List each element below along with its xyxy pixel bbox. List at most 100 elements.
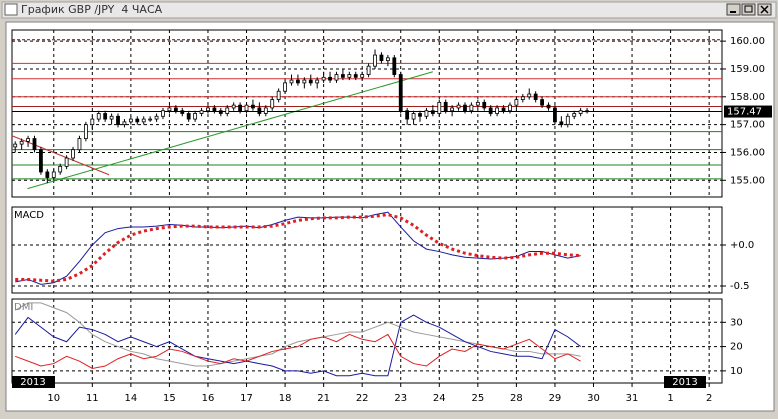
x-tick-label: 1 (667, 393, 673, 404)
candle-body (366, 65, 371, 75)
x-tick-label: 31 (626, 393, 639, 404)
x-tick-label: 23 (394, 393, 407, 404)
x-tick-label: 28 (510, 393, 523, 404)
candle-body (405, 110, 410, 120)
candle-body (173, 107, 178, 112)
candle-body (321, 76, 326, 81)
maximize-button[interactable] (741, 3, 756, 16)
x-tick-label: 11 (86, 393, 99, 404)
candle-body (398, 74, 403, 112)
candle-body (199, 110, 204, 114)
y-tick-label: 156.00 (730, 147, 765, 158)
window-icon (4, 3, 18, 16)
candle-body (141, 118, 146, 123)
x-tick-label: 25 (471, 393, 484, 404)
current-price-label: 157.47 (727, 107, 762, 118)
candle-body (520, 96, 525, 100)
title-bar (1, 1, 777, 19)
year-label: 2013 (20, 377, 45, 388)
candle-body (585, 110, 589, 113)
y-tick-label: 30 (730, 317, 743, 328)
x-tick-label: 17 (240, 393, 253, 404)
candle-body (373, 54, 377, 67)
candle-body (385, 57, 390, 62)
y-tick-label: -0.5 (730, 281, 750, 292)
x-tick-label: 10 (47, 393, 60, 404)
candle-body (418, 113, 422, 117)
candle-body (45, 171, 50, 178)
candle-body (263, 107, 268, 114)
x-tick-label: 22 (356, 393, 369, 404)
candle-body (103, 113, 108, 120)
candle-body (411, 113, 416, 120)
x-tick-label: 2 (706, 393, 712, 404)
x-tick-label: 30 (587, 393, 600, 404)
candle-body (13, 143, 18, 148)
indicator-line (15, 333, 581, 369)
maximize-icon (744, 5, 753, 13)
candle-body (328, 76, 332, 81)
candle-body (58, 165, 63, 173)
candle-body (565, 115, 570, 126)
candle-body (180, 110, 185, 114)
candle-body (251, 104, 255, 109)
x-tick-label: 18 (279, 393, 292, 404)
candle-body (572, 113, 577, 117)
candle-body (225, 107, 230, 114)
candle-body (360, 74, 365, 78)
close-icon (760, 5, 769, 14)
candle-body (341, 74, 345, 78)
y-tick-label: 157.00 (730, 120, 765, 131)
year-box (664, 376, 706, 388)
candle-body (553, 107, 557, 123)
candle-body (315, 79, 320, 84)
candle-body (161, 110, 165, 117)
indicator-line (15, 211, 581, 285)
candle-body (193, 113, 198, 120)
candle-body (495, 107, 500, 114)
candle-body (257, 107, 262, 114)
candle-body (392, 57, 397, 75)
candle-body (289, 79, 294, 84)
candle-body (122, 121, 127, 126)
candle-body (212, 107, 217, 112)
candle-body (135, 118, 140, 123)
candle-body (83, 124, 88, 139)
candle-body (334, 74, 339, 81)
window-title: График GBP /JPY 4 ЧАСА (21, 3, 163, 16)
y-tick-label: 10 (730, 366, 743, 377)
candle-body (71, 149, 75, 159)
candle-body (167, 107, 172, 112)
candle-body (540, 99, 544, 106)
candle-body (559, 121, 564, 126)
candle-body (488, 107, 493, 114)
candle-body (437, 101, 442, 114)
candle-body (96, 113, 101, 120)
candle-body (116, 115, 120, 126)
window-buttons[interactable] (726, 3, 772, 16)
candle-body (469, 104, 474, 112)
candle-body (154, 115, 159, 120)
minimize-button[interactable] (726, 3, 741, 16)
candle-body (109, 115, 114, 120)
candle-body (276, 90, 281, 100)
y-tick-label: 155.00 (730, 175, 765, 186)
x-tick-label: 16 (202, 393, 215, 404)
y-tick-label: +0.0 (730, 240, 754, 251)
candle-body (308, 79, 313, 84)
candle-body (218, 110, 223, 114)
candle-body (578, 110, 583, 114)
candle-body (456, 104, 461, 109)
candle-body (546, 104, 551, 109)
candle-body (206, 107, 210, 112)
y-tick-label: 20 (730, 342, 743, 353)
panel-frame (11, 206, 723, 294)
candle-body (90, 118, 95, 126)
candle-body (244, 104, 249, 112)
candle-body (527, 93, 532, 98)
x-tick-label: 14 (125, 393, 138, 404)
candle-body (533, 93, 538, 100)
candle-body (475, 101, 480, 106)
y-tick-label: 158.00 (730, 92, 765, 103)
